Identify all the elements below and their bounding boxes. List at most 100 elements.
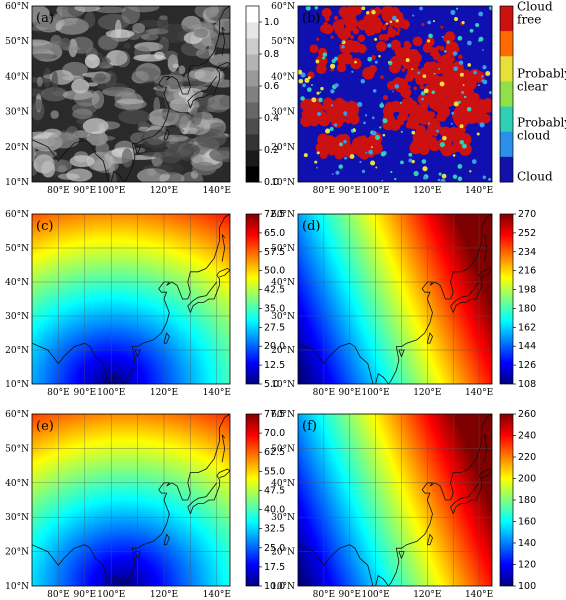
colorbar-category-label: Probably xyxy=(517,66,566,80)
cloud-texture xyxy=(71,102,97,115)
cloud-free-pixel xyxy=(387,80,397,91)
mixed-pixel xyxy=(441,173,447,179)
colorbar-segment xyxy=(500,156,513,183)
coastline xyxy=(190,61,230,109)
lat-tick-label: 20°N xyxy=(5,346,29,356)
coastline xyxy=(221,234,226,262)
colorbar-segment xyxy=(246,118,259,135)
cloud-free-pixel xyxy=(468,68,482,82)
colorbar-tick-label: 160 xyxy=(518,517,536,528)
mixed-pixel xyxy=(329,126,334,132)
colorbar-segment xyxy=(246,134,259,151)
colorbar-segment xyxy=(246,22,259,39)
mixed-pixel xyxy=(357,101,363,108)
mixed-pixel xyxy=(437,178,441,182)
coastline xyxy=(426,332,433,344)
cloud-texture xyxy=(158,36,169,54)
mixed-pixel xyxy=(441,36,444,38)
colorbar-tick-label: 0.6 xyxy=(264,81,279,92)
lon-tick-label: 140°E xyxy=(465,388,493,398)
lat-tick-label: 20°N xyxy=(271,143,295,153)
cloud-free-pixel xyxy=(349,35,355,40)
mixed-pixel xyxy=(306,87,312,93)
mixed-pixel xyxy=(371,116,375,120)
cloud-texture xyxy=(74,6,101,12)
colorbar-tick-label: 27.5 xyxy=(264,322,285,333)
mixed-pixel xyxy=(310,84,313,87)
colorbar-tick-label: 220 xyxy=(518,452,536,463)
mixed-pixel xyxy=(316,151,320,155)
map-area xyxy=(32,6,230,182)
mixed-pixel xyxy=(477,84,480,87)
coastline xyxy=(134,551,141,559)
cloud-free-pixel xyxy=(380,75,384,79)
mixed-pixel xyxy=(457,35,463,41)
cloud-texture xyxy=(69,155,95,168)
mixed-pixel xyxy=(303,153,308,158)
cloud-free-pixel xyxy=(386,15,392,21)
colorbar-tick-label: 55.0 xyxy=(264,466,285,477)
cloud-texture xyxy=(192,161,217,176)
cloud-free-pixel xyxy=(350,107,359,117)
map-frame xyxy=(31,213,231,385)
lat-tick-label: 20°N xyxy=(5,143,29,153)
coastline xyxy=(134,349,141,357)
colorbar-tick-label: 252 xyxy=(518,228,536,239)
lat-tick-label: 50°N xyxy=(271,244,295,254)
cloud-free-pixel xyxy=(390,6,400,16)
colorbar-category-label: cloud xyxy=(517,129,551,143)
colorbar: 5.0 12.5 20.0 27.5 35.0 42.5 50.0 57.5 65.0 72.5 xyxy=(245,209,285,390)
cloud-free-pixel xyxy=(309,44,319,54)
cloud-texture xyxy=(190,106,203,126)
cloud-free-pixel xyxy=(412,36,423,47)
lat-tick-label: 50°N xyxy=(5,444,29,454)
mixed-pixel xyxy=(478,11,484,17)
cloud-free-pixel xyxy=(389,55,403,69)
mixed-pixel xyxy=(431,90,436,95)
mixed-pixel xyxy=(314,6,319,10)
cloud-free-pixel xyxy=(405,42,412,49)
colorbar-tick-label: 32.5 xyxy=(264,524,285,535)
colorbar-category-label: Cloud xyxy=(517,0,553,14)
lat-tick-label: 60°N xyxy=(271,210,295,220)
cloud-texture xyxy=(192,92,216,107)
lon-tick-label: 120°E xyxy=(413,388,441,398)
cloud-texture xyxy=(85,82,99,87)
mixed-pixel xyxy=(453,66,458,72)
lat-tick-label: 40°N xyxy=(5,479,29,489)
coastline xyxy=(298,544,374,586)
cloud-free-pixel xyxy=(458,54,463,60)
lat-tick-label: 10°N xyxy=(5,582,29,592)
mixed-pixel xyxy=(399,101,402,104)
cloud-free-pixel xyxy=(423,61,434,72)
lon-tick-label: 80°E xyxy=(47,186,70,196)
lat-tick-label: 40°N xyxy=(5,72,29,82)
mixed-pixel xyxy=(457,100,461,104)
lon-tick-label: 120°E xyxy=(150,590,178,600)
coastline xyxy=(426,533,433,546)
cloud-texture xyxy=(138,126,150,132)
mixed-pixel xyxy=(379,103,385,108)
mixed-pixel xyxy=(479,122,485,128)
cloud-free-pixel xyxy=(445,134,453,142)
cloud-free-pixel xyxy=(328,111,335,119)
mixed-pixel xyxy=(457,176,463,182)
value-field xyxy=(298,214,492,384)
mixed-pixel xyxy=(378,54,381,58)
cloud-texture xyxy=(62,89,93,100)
mixed-pixel xyxy=(488,178,491,181)
mixed-pixel xyxy=(349,154,355,159)
cloud-free-pixel xyxy=(330,35,334,39)
cloud-free-pixel xyxy=(322,23,334,35)
mixed-pixel xyxy=(422,166,428,172)
cloud-free-pixel xyxy=(432,130,439,137)
colorbar-tick-label: 198 xyxy=(518,285,536,296)
mixed-pixel xyxy=(443,50,447,53)
colorbar-segment xyxy=(246,6,259,23)
panel-b: (b) 10°N 20°N 30°N 40°N 50°N 60°N 80°E 90°E 100°E… xyxy=(271,0,566,196)
mixed-pixel xyxy=(311,97,317,103)
map-frame xyxy=(31,413,231,587)
mixed-pixel xyxy=(475,22,480,28)
lat-tick-label: 40°N xyxy=(271,278,295,288)
